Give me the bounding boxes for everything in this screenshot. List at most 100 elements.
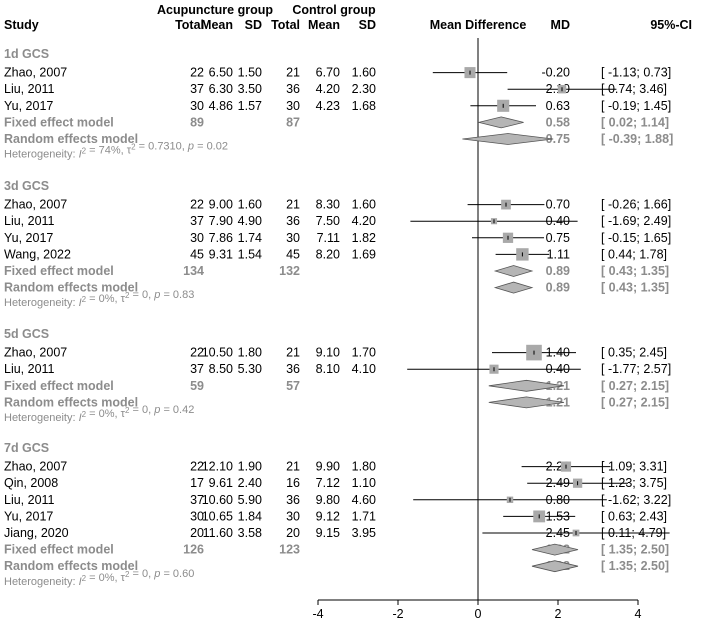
- random-effects-diamond: [488, 396, 565, 409]
- ctrl-total: 30: [286, 231, 300, 245]
- random-effects-diamond: [462, 133, 554, 145]
- random-effects-md: 0.89: [546, 281, 570, 295]
- fixed-effect-label: Fixed effect model: [4, 379, 114, 393]
- acu-mean: 10.65: [202, 509, 233, 523]
- study-name: Yu, 2017: [4, 231, 53, 245]
- ctrl-sd: 2.30: [352, 82, 376, 96]
- acu-total: 30: [190, 231, 204, 245]
- ctrl-mean: 9.10: [316, 346, 340, 360]
- fixed-effect-ci: [ 0.43; 1.35]: [601, 264, 669, 278]
- header-ctrl-total: Total: [271, 18, 300, 32]
- study-ci: [ -1.69; 2.49]: [601, 214, 671, 228]
- acu-sd: 4.90: [238, 214, 262, 228]
- acu-sd: 1.60: [238, 198, 262, 212]
- fixed-effect-md: 0.89: [546, 264, 570, 278]
- x-tick-label: -2: [392, 607, 403, 621]
- random-effects-label: Random effects model: [4, 281, 138, 295]
- x-tick-label: 2: [555, 607, 562, 621]
- acu-total: 22: [190, 198, 204, 212]
- ctrl-total: 30: [286, 509, 300, 523]
- random-effects-diamond: [493, 281, 534, 294]
- random-effects-ci: [ 0.43; 1.35]: [601, 281, 669, 295]
- ctrl-sd: 1.71: [352, 509, 376, 523]
- acu-sd: 5.90: [238, 493, 262, 507]
- fixed-effect-diamond: [478, 116, 524, 129]
- acu-sd: 5.30: [238, 362, 262, 376]
- fixed-effect-label: Fixed effect model: [4, 115, 114, 129]
- ctrl-mean: 7.50: [316, 214, 340, 228]
- acu-sd: 1.50: [238, 66, 262, 80]
- fixed-effect-label: Fixed effect model: [4, 543, 114, 557]
- fixed-effect-diamond: [531, 543, 579, 556]
- acu-mean: 10.60: [202, 493, 233, 507]
- random-effects-label: Random effects model: [4, 132, 138, 146]
- study-ci: [ -1.62; 3.22]: [601, 493, 671, 507]
- random-effects-label: Random effects model: [4, 395, 138, 409]
- ctrl-total: 36: [286, 214, 300, 228]
- ctrl-sd: 1.68: [352, 99, 376, 113]
- acu-sd: 3.50: [238, 82, 262, 96]
- ctrl-sd: 1.69: [352, 247, 376, 261]
- study-name: Zhao, 2007: [4, 198, 67, 212]
- acu-total: 37: [190, 362, 204, 376]
- header-acu-sd: SD: [245, 18, 262, 32]
- study-name: Jiang, 2020: [4, 526, 69, 540]
- acu-total: 22: [190, 346, 204, 360]
- ctrl-sd: 1.10: [352, 476, 376, 490]
- header-acu-mean: Mean: [201, 18, 233, 32]
- ctrl-sd: 4.10: [352, 362, 376, 376]
- study-name: Liu, 2011: [4, 214, 55, 228]
- study-name: Zhao, 2007: [4, 66, 67, 80]
- acu-mean: 6.50: [209, 66, 233, 80]
- fixed-effect-md: 0.58: [546, 115, 570, 129]
- acu-total: 17: [190, 476, 204, 490]
- heterogeneity-text: Heterogeneity: I2 = 0%, τ2 = 0, p = 0.83: [4, 289, 194, 309]
- fixed-effect-acu-total: 134: [183, 264, 204, 278]
- ctrl-sd: 4.20: [352, 214, 376, 228]
- study-name: Yu, 2017: [4, 509, 53, 523]
- ctrl-total: 36: [286, 362, 300, 376]
- ctrl-mean: 9.80: [316, 493, 340, 507]
- study-md: 1.11: [547, 247, 570, 261]
- random-effects-ci: [ 0.27; 2.15]: [601, 395, 669, 409]
- acu-total: 37: [190, 493, 204, 507]
- study-ci: [ 1.23; 3.75]: [601, 476, 667, 490]
- subgroup-title: 7d GCS: [4, 441, 49, 455]
- random-effects-diamond: [531, 560, 579, 573]
- ctrl-sd: 1.70: [352, 346, 376, 360]
- ctrl-sd: 3.95: [352, 526, 376, 540]
- study-md: 0.75: [546, 231, 570, 245]
- ctrl-mean: 9.12: [316, 509, 340, 523]
- fixed-effect-ci: [ 1.35; 2.50]: [601, 543, 669, 557]
- study-name: Liu, 2011: [4, 362, 55, 376]
- ctrl-total: 21: [286, 198, 300, 212]
- fixed-effect-ctrl-total: 123: [279, 543, 300, 557]
- acu-sd: 2.40: [238, 476, 262, 490]
- ctrl-total: 20: [286, 526, 300, 540]
- header-ctrl-sd: SD: [359, 18, 376, 32]
- heterogeneity-text: Heterogeneity: I2 = 74%, τ2 = 0.7310, p …: [4, 141, 228, 161]
- acu-total: 37: [190, 82, 204, 96]
- header-ci: 95%-CI: [650, 18, 692, 32]
- study-name: Yu, 2017: [4, 99, 53, 113]
- ctrl-mean: 8.10: [316, 362, 340, 376]
- fixed-effect-acu-total: 89: [190, 115, 204, 129]
- header-ctrl-mean: Mean: [308, 18, 340, 32]
- acu-sd: 1.80: [238, 346, 262, 360]
- header-control-group: Control group: [292, 3, 376, 17]
- study-ci: [ -0.15; 1.65]: [601, 231, 671, 245]
- ctrl-mean: 6.70: [316, 66, 340, 80]
- subgroup-title: 5d GCS: [4, 327, 49, 341]
- fixed-effect-label: Fixed effect model: [4, 264, 114, 278]
- acu-total: 20: [190, 526, 204, 540]
- ctrl-mean: 7.12: [316, 476, 340, 490]
- ctrl-total: 16: [286, 476, 300, 490]
- ctrl-sd: 1.60: [352, 66, 376, 80]
- fixed-effect-acu-total: 59: [190, 379, 204, 393]
- acu-mean: 7.90: [209, 214, 233, 228]
- ctrl-total: 21: [286, 460, 300, 474]
- header-md: MD: [551, 18, 570, 32]
- ctrl-mean: 8.30: [316, 198, 340, 212]
- acu-sd: 1.84: [238, 509, 262, 523]
- heterogeneity-text: Heterogeneity: I2 = 0%, τ2 = 0, p = 0.60: [4, 568, 194, 588]
